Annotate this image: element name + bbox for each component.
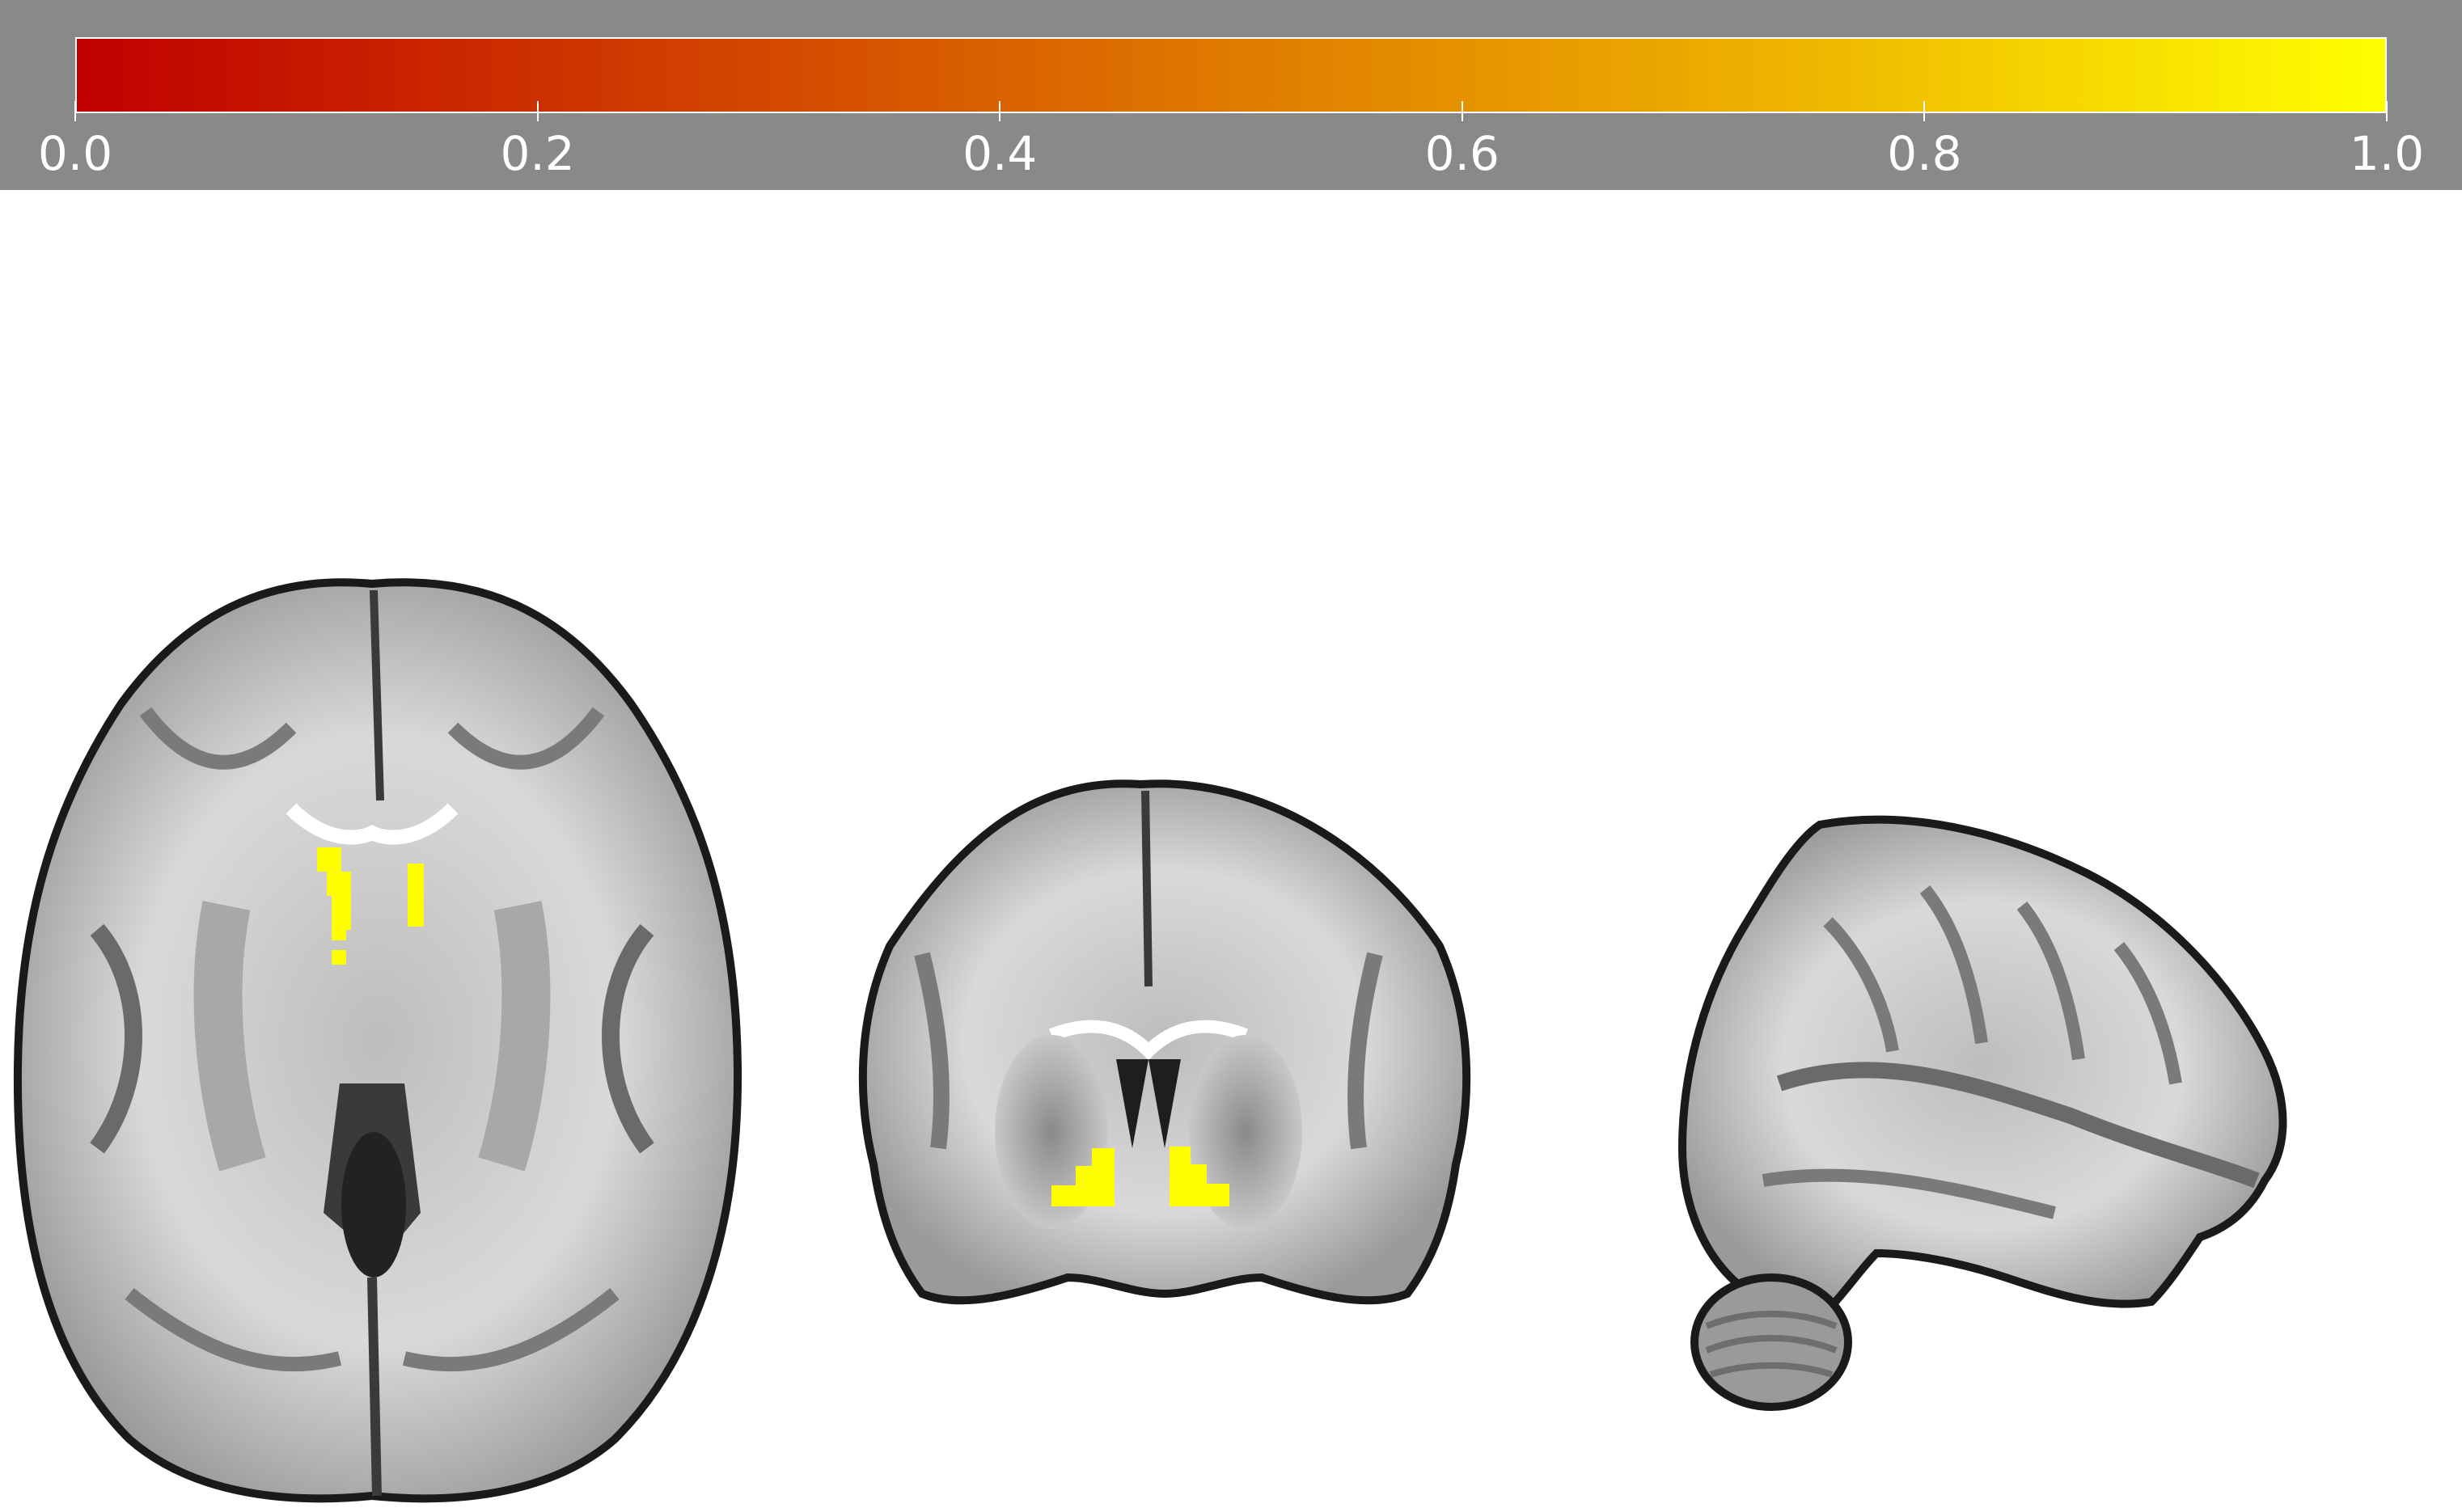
colorbar-tick-label: 0.2: [500, 126, 575, 181]
colorbar-tick-label: 0.0: [37, 126, 113, 181]
axial-overlay: [317, 847, 424, 965]
colorbar-gradient: [75, 37, 2387, 113]
colorbar-tick: [1923, 101, 1926, 121]
colorbar-tick: [2386, 101, 2388, 121]
brain-slices-svg: [13, 578, 2287, 1503]
colorbar-tick: [999, 101, 1001, 121]
colorbar-tick: [1461, 101, 1463, 121]
colorbar-panel: 0.0 0.2 0.4 0.6 0.8 1.0: [0, 0, 2462, 190]
coronal-overlay: [1051, 1147, 1229, 1206]
colorbar-tick-label: 0.6: [1424, 126, 1500, 181]
brain-slices: [0, 566, 2462, 1512]
axial-slice: [13, 578, 742, 1503]
colorbar-tick: [536, 101, 539, 121]
cerebellum: [1690, 1273, 1852, 1411]
coronal-slice: [858, 779, 1471, 1305]
colorbar-tick-label: 0.4: [962, 126, 1038, 181]
colorbar-tick-label: 1.0: [2349, 126, 2425, 181]
colorbar-tick: [74, 101, 76, 121]
sagittal-slice: [1677, 815, 2287, 1411]
sagittal-outline: [1677, 815, 2287, 1316]
colorbar-tick-label: 0.8: [1887, 126, 1962, 181]
